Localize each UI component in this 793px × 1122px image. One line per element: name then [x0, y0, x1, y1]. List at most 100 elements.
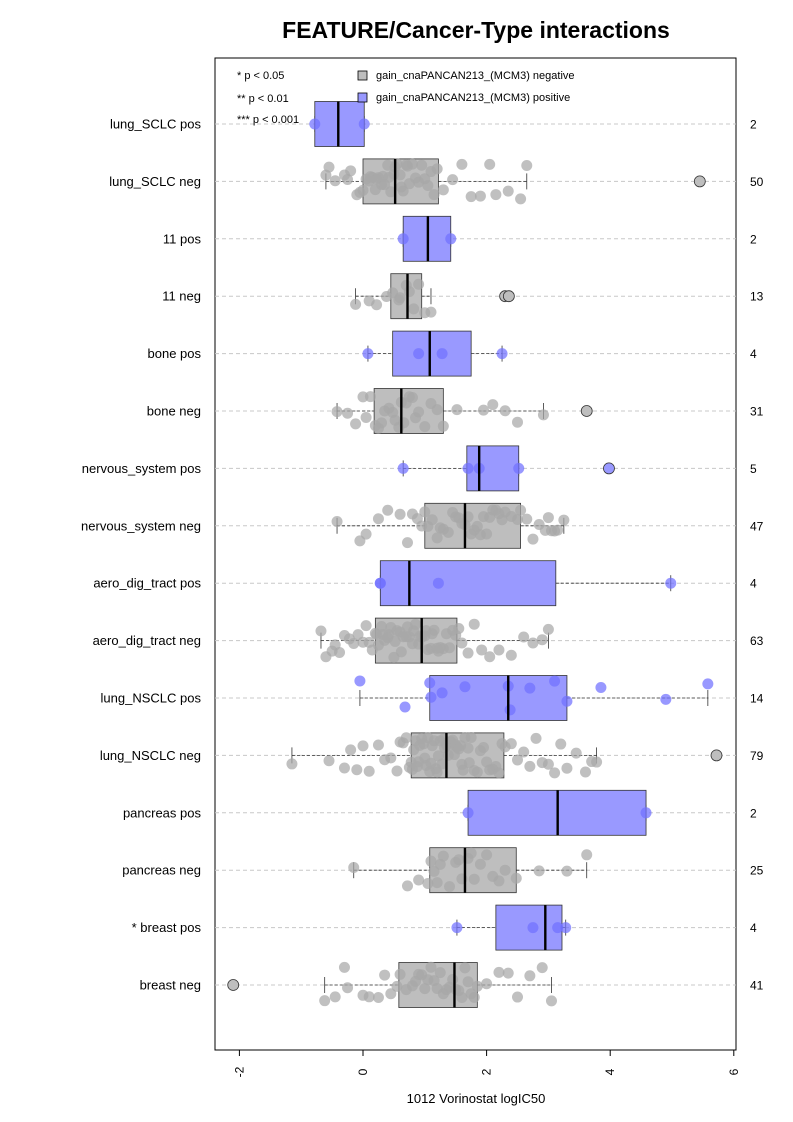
data-point — [351, 764, 363, 776]
data-point — [394, 292, 406, 304]
data-point — [419, 506, 431, 518]
data-point — [471, 766, 483, 778]
row-count: 31 — [750, 405, 764, 419]
data-point — [481, 849, 493, 861]
data-point — [360, 411, 372, 423]
outlier-point — [710, 749, 723, 762]
data-point — [515, 504, 527, 516]
data-point — [481, 528, 493, 540]
data-point — [570, 747, 582, 759]
data-point — [447, 174, 459, 186]
data-point — [357, 184, 369, 196]
data-point — [391, 765, 403, 777]
row-count: 5 — [750, 462, 757, 476]
data-point — [476, 644, 488, 656]
data-point — [545, 995, 557, 1007]
row-9: aero_dig_tract neg 63 — [93, 617, 764, 664]
row-label: lung_SCLC neg — [109, 174, 201, 189]
data-point — [502, 185, 514, 197]
row-12: pancreas pos 2 — [123, 789, 757, 836]
x-tick-label: 2 — [480, 1068, 494, 1075]
data-point — [436, 348, 448, 360]
data-point — [413, 406, 425, 418]
data-point — [496, 514, 508, 526]
data-point — [342, 174, 354, 186]
data-point — [465, 732, 477, 744]
row-label: breast neg — [140, 978, 201, 993]
data-point — [465, 191, 477, 203]
row-count: 2 — [750, 118, 757, 132]
data-point — [478, 404, 490, 416]
data-point — [524, 682, 536, 694]
data-point — [357, 740, 369, 752]
data-point — [445, 233, 457, 245]
data-point — [419, 983, 431, 995]
row-5: bone neg 31 — [147, 388, 764, 434]
data-point — [397, 462, 409, 474]
data-point — [484, 158, 496, 170]
data-point — [451, 922, 463, 934]
data-point — [521, 159, 533, 171]
data-point — [334, 646, 346, 658]
data-point — [403, 286, 415, 298]
data-point — [555, 738, 567, 750]
data-point — [536, 634, 548, 646]
data-point — [329, 991, 341, 1003]
data-point — [561, 762, 573, 774]
data-point — [348, 637, 360, 649]
row-count: 25 — [750, 864, 764, 878]
data-point — [422, 179, 434, 191]
data-point — [468, 991, 480, 1003]
data-point — [416, 159, 428, 171]
data-point — [537, 409, 549, 421]
data-point — [372, 991, 384, 1003]
data-point — [456, 158, 468, 170]
data-point — [372, 513, 384, 525]
data-point — [431, 766, 443, 778]
data-point — [660, 693, 672, 705]
data-point — [425, 855, 437, 867]
data-point — [394, 508, 406, 520]
data-point — [521, 513, 533, 525]
data-point — [382, 504, 394, 516]
data-point — [323, 161, 335, 173]
data-point — [354, 675, 366, 687]
data-point — [478, 742, 490, 754]
box — [379, 560, 557, 607]
row-label: bone neg — [147, 404, 201, 419]
data-point — [451, 404, 463, 416]
data-point — [389, 635, 401, 647]
row-count: 63 — [750, 634, 764, 648]
data-point — [462, 647, 474, 659]
data-point — [542, 623, 554, 635]
data-point — [527, 922, 539, 934]
data-point — [408, 303, 420, 315]
data-point — [471, 980, 483, 992]
data-point — [425, 961, 437, 973]
data-point — [425, 306, 437, 318]
data-point — [499, 405, 511, 417]
row-11: lung_NSCLC neg 79 — [100, 732, 764, 779]
row-label: lung_SCLC pos — [110, 117, 202, 132]
data-point — [360, 528, 372, 540]
row-label: aero_dig_tract neg — [93, 633, 201, 648]
data-point — [413, 348, 425, 360]
data-point — [640, 807, 652, 819]
data-point — [447, 974, 459, 986]
data-point — [309, 118, 321, 130]
data-point — [456, 991, 468, 1003]
data-point — [401, 880, 413, 892]
data-point — [348, 861, 360, 873]
data-point — [426, 514, 438, 526]
data-point — [524, 760, 536, 772]
data-point — [398, 417, 410, 429]
legend-sig-1: * p < 0.05 — [237, 70, 284, 82]
data-point — [394, 968, 406, 980]
box — [392, 330, 472, 377]
data-point — [363, 991, 375, 1003]
data-point — [428, 189, 440, 201]
data-point — [400, 732, 412, 744]
x-tick-label: 0 — [356, 1068, 370, 1075]
data-point — [490, 189, 502, 201]
data-point — [453, 623, 465, 635]
